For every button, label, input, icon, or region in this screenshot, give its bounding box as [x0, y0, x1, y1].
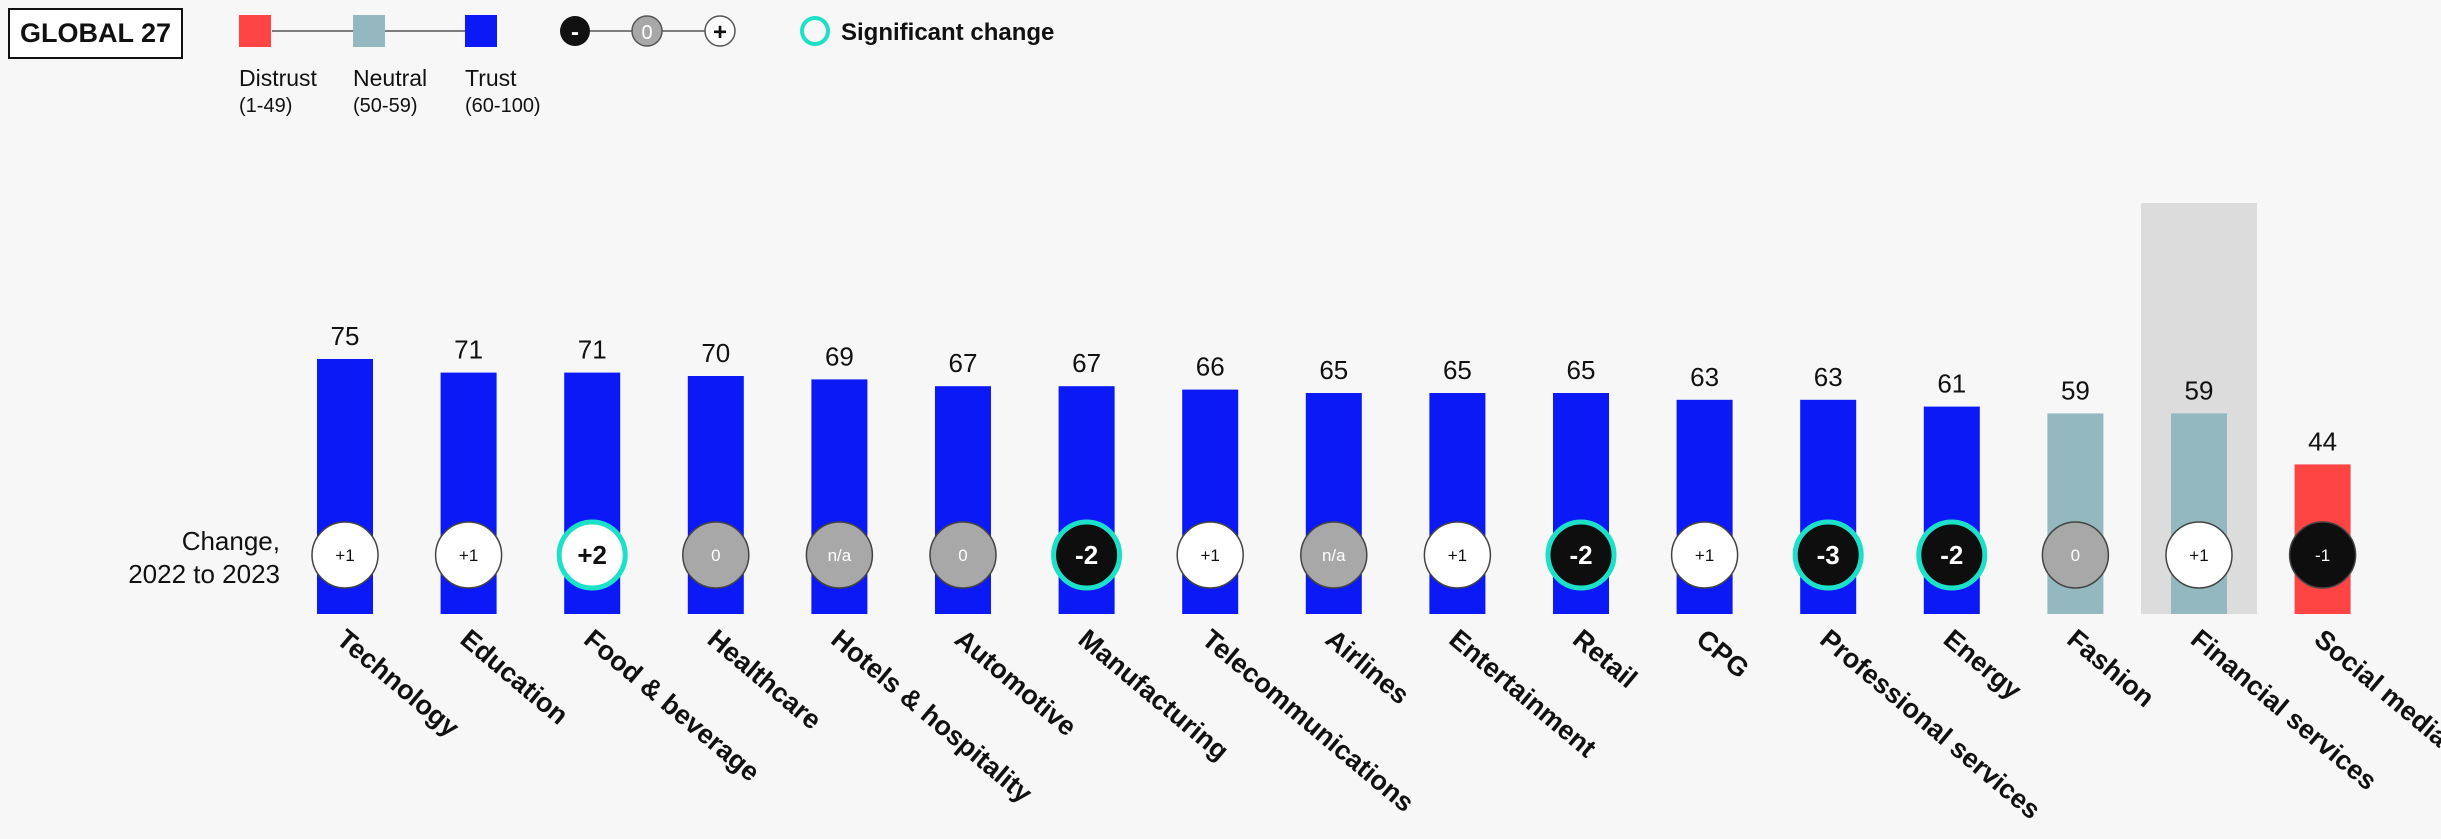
change-value-retail: -2	[1569, 540, 1592, 570]
value-label-manufacturing: 67	[1072, 348, 1101, 378]
change-circle-professional-services	[1792, 519, 1864, 591]
tick-label-hotels-and-hospitality: Hotels & hospitality	[826, 624, 1038, 809]
value-label-food-and-beverage: 71	[578, 335, 607, 365]
change-circle-education	[434, 521, 503, 589]
change-axis-label: Change, 2022 to 2023	[90, 525, 280, 591]
legend-distrust-range: (1-49)	[239, 95, 293, 117]
legend-significant-circle	[800, 16, 830, 46]
legend-shapes: - 0 +	[239, 15, 830, 47]
change-circle-telecommunications	[1176, 521, 1244, 589]
legend-trust-swatch	[465, 15, 497, 47]
change-value-fashion: 0	[2071, 546, 2080, 565]
tick-label-healthcare: Healthcare	[702, 624, 827, 736]
value-label-financial-services: 59	[2185, 375, 2214, 405]
change-label-line1: Change,	[181, 526, 280, 556]
change-value-professional-services: -3	[1817, 540, 1840, 570]
change-circle-healthcare	[682, 521, 750, 589]
change-circle-airlines	[1300, 521, 1368, 589]
change-circle-technology	[311, 521, 379, 589]
value-label-fashion: 59	[2061, 375, 2090, 405]
value-label-energy: 61	[1937, 369, 1966, 399]
value-label-retail: 65	[1567, 355, 1596, 385]
legend-zero-text: 0	[641, 22, 652, 44]
change-circle-retail	[1545, 519, 1617, 591]
legend-zero-circle	[631, 15, 663, 47]
change-value-social-media: -1	[2315, 546, 2330, 565]
change-value-manufacturing: -2	[1075, 540, 1098, 570]
change-value-telecommunications: +1	[1201, 546, 1220, 565]
change-circle-energy	[1916, 519, 1988, 591]
value-label-social-media: 44	[2308, 426, 2337, 456]
change-circle-cpg	[1670, 521, 1739, 589]
value-label-telecommunications: 66	[1196, 352, 1225, 382]
tick-label-telecommunications: Telecommunications	[1196, 624, 1419, 818]
value-label-entertainment: 65	[1443, 355, 1472, 385]
value-label-professional-services: 63	[1814, 362, 1843, 392]
tick-label-retail: Retail	[1567, 624, 1643, 694]
value-label-automotive: 67	[949, 348, 978, 378]
tick-label-education: Education	[455, 624, 574, 731]
change-circle-food-and-beverage	[556, 519, 628, 591]
value-label-technology: 75	[331, 321, 360, 351]
change-circle-automotive	[929, 521, 997, 589]
legend-distrust-swatch	[239, 15, 271, 47]
legend-trust-range: (60-100)	[465, 95, 541, 117]
change-circle-fashion	[2041, 521, 2110, 589]
tick-label-cpg: CPG	[1691, 624, 1755, 685]
change-value-healthcare: 0	[711, 546, 720, 565]
value-label-hotels-and-hospitality: 69	[825, 341, 854, 371]
value-label-healthcare: 70	[701, 338, 730, 368]
tick-label-professional-services: Professional services	[1814, 624, 2046, 825]
change-circle-entertainment	[1423, 521, 1492, 589]
change-value-airlines: n/a	[1322, 546, 1346, 565]
change-value-technology: +1	[335, 546, 354, 565]
change-value-energy: -2	[1940, 540, 1963, 570]
legend-minus-text: -	[571, 19, 579, 46]
tick-label-automotive: Automotive	[949, 624, 1082, 742]
change-value-automotive: 0	[958, 546, 967, 565]
change-value-food-and-beverage: +2	[577, 540, 607, 570]
legend-plus-text: +	[713, 19, 727, 46]
legend-distrust-label: Distrust	[239, 65, 317, 91]
change-circle-hotels-and-hospitality	[805, 521, 874, 589]
tick-label-energy: Energy	[1938, 624, 2027, 706]
change-circle-manufacturing	[1051, 519, 1123, 591]
value-label-airlines: 65	[1319, 355, 1348, 385]
tick-label-fashion: Fashion	[2062, 624, 2161, 714]
change-value-hotels-and-hospitality: n/a	[828, 546, 852, 565]
tick-label-technology: Technology	[331, 624, 465, 743]
value-label-education: 71	[454, 335, 483, 365]
legend-significant-label: Significant change	[841, 19, 1055, 46]
legend-neutral-swatch	[353, 15, 385, 47]
change-value-education: +1	[459, 546, 478, 565]
global-badge: GLOBAL 27	[8, 8, 184, 59]
legend-minus-circle	[560, 16, 590, 46]
legend-plus-circle	[704, 15, 736, 47]
change-value-cpg: +1	[1695, 546, 1714, 565]
change-circle-financial-services	[2165, 521, 2233, 589]
change-circle-social-media	[2288, 521, 2357, 589]
value-label-cpg: 63	[1690, 362, 1719, 392]
change-value-financial-services: +1	[2189, 546, 2208, 565]
legend-trust-label: Trust	[465, 65, 517, 91]
legend-neutral-label: Neutral	[353, 65, 428, 91]
change-label-line2: 2022 to 2023	[128, 559, 280, 589]
change-value-entertainment: +1	[1448, 546, 1467, 565]
tick-label-airlines: Airlines	[1320, 624, 1415, 711]
legend-neutral-range: (50-59)	[353, 95, 418, 117]
